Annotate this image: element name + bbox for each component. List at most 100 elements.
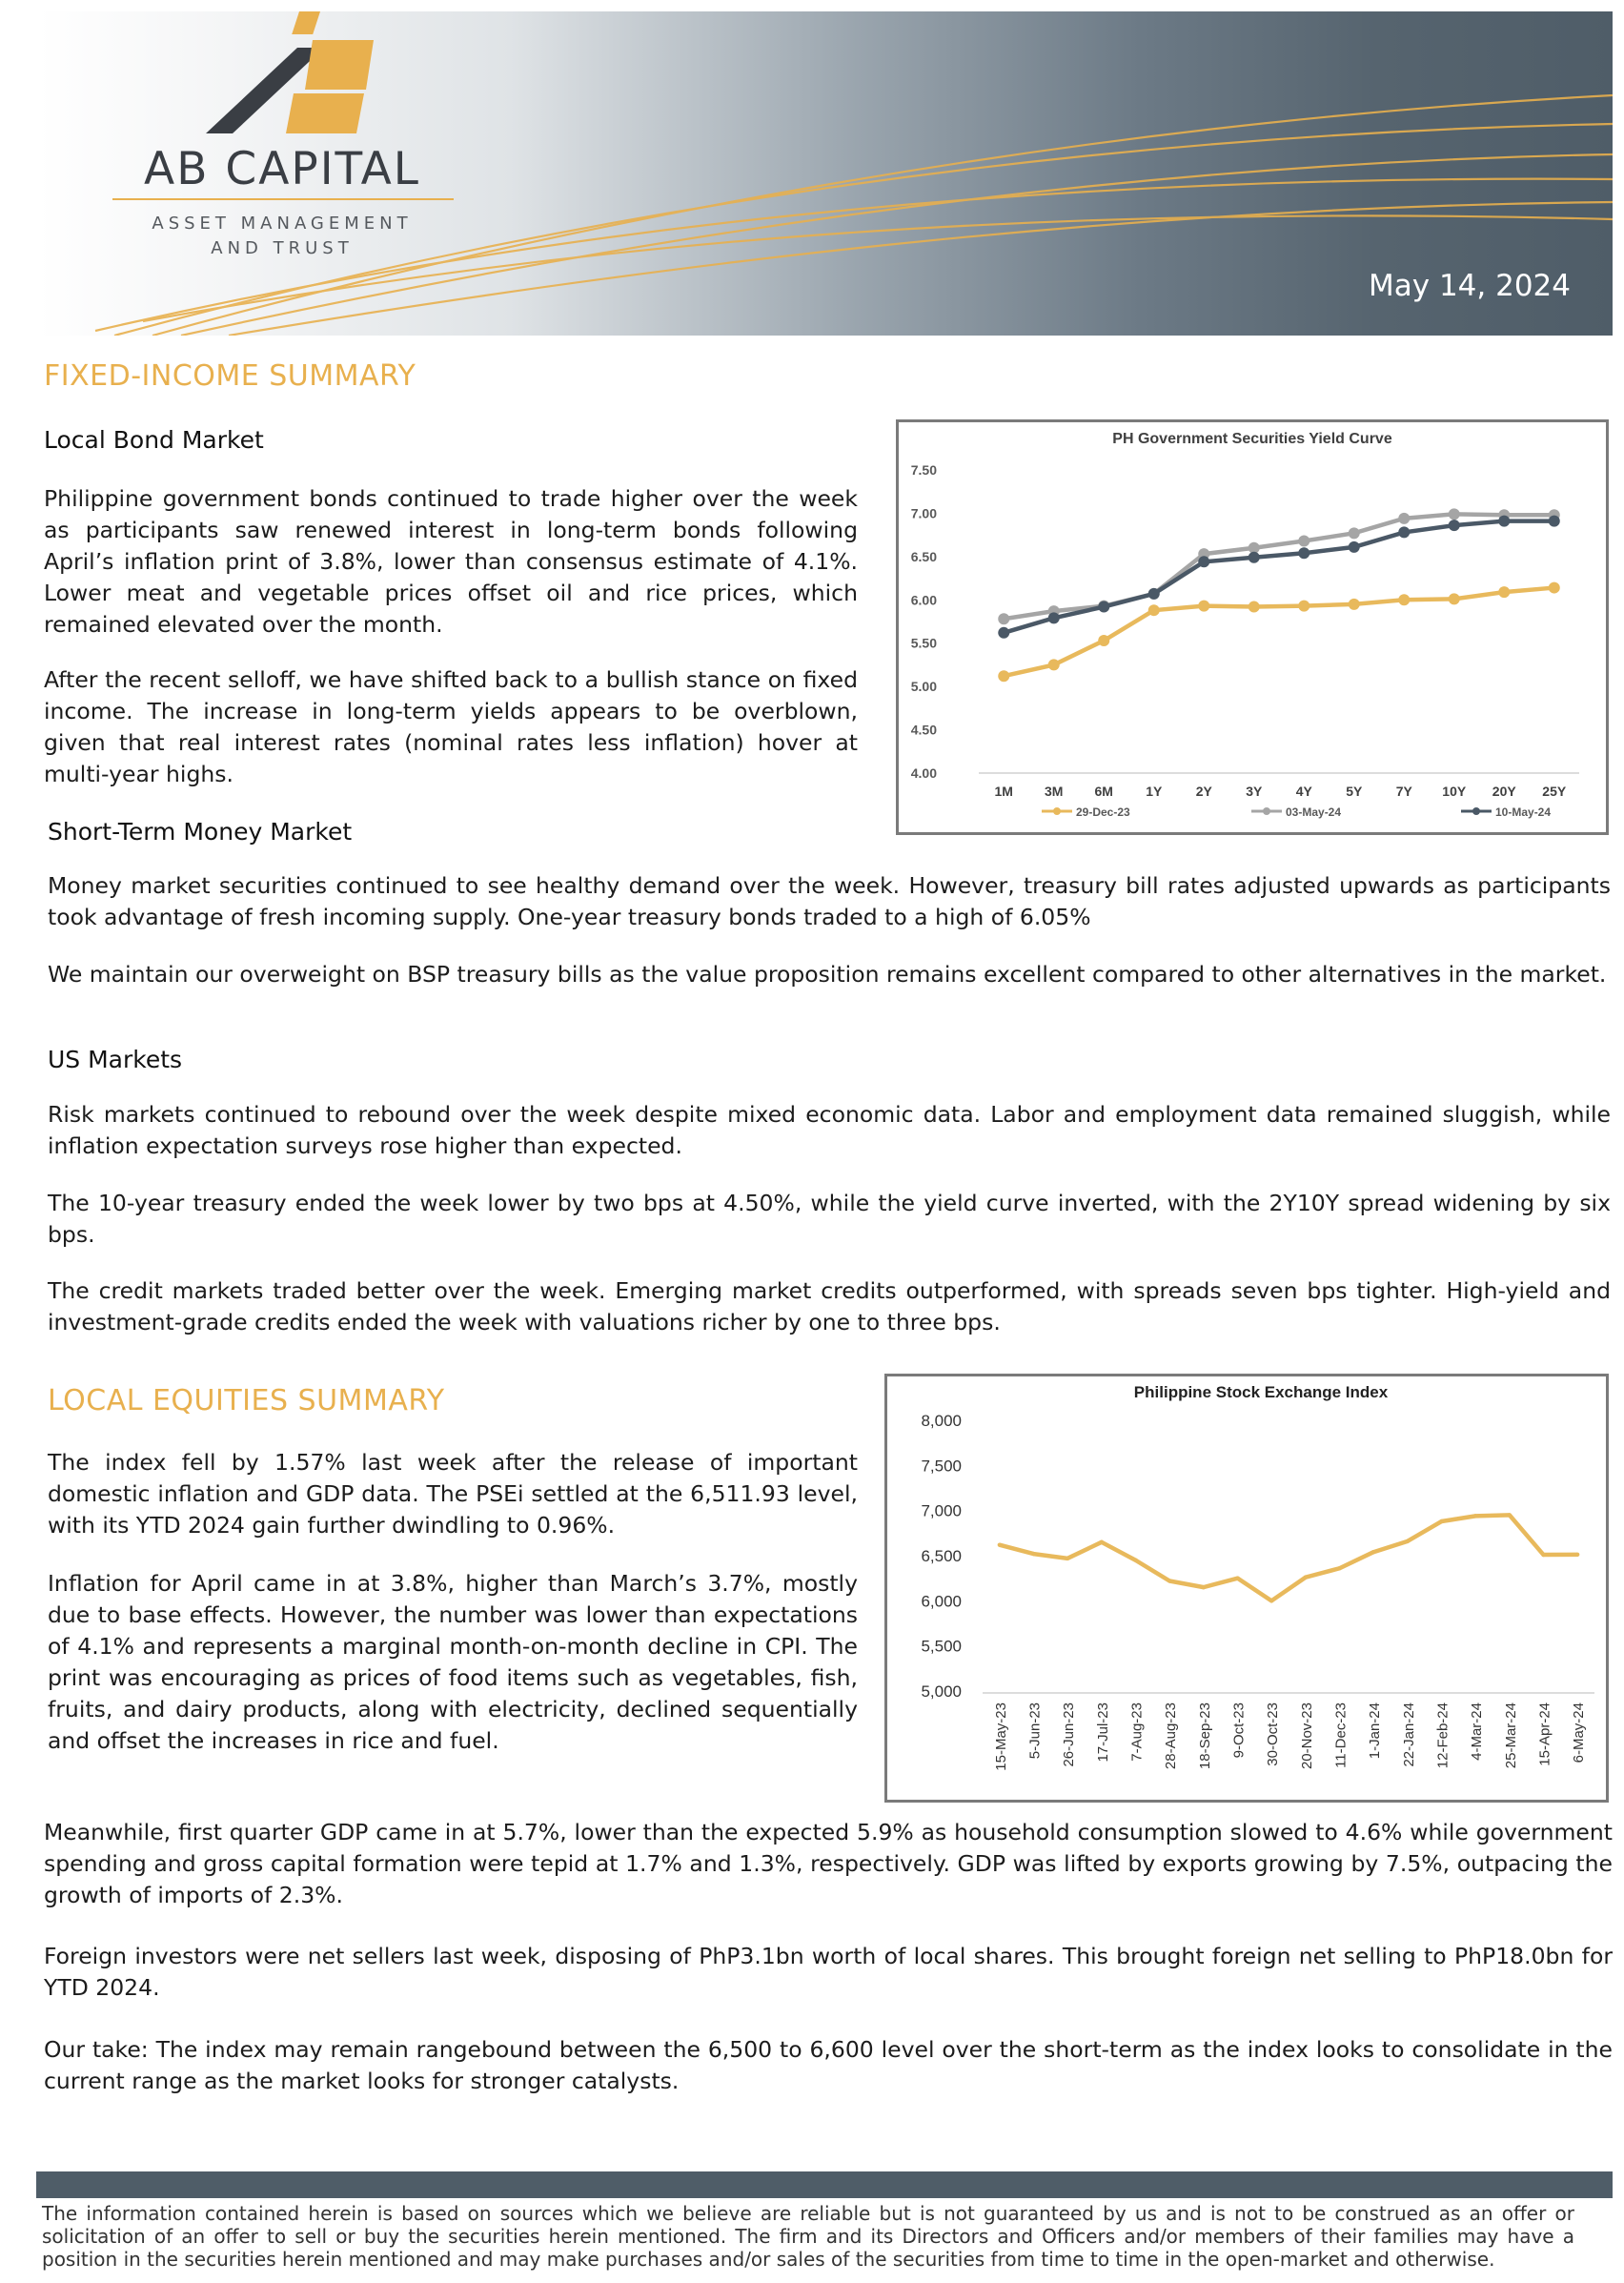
psei-point (1235, 1576, 1240, 1580)
psei-point (1574, 1552, 1580, 1558)
psei-x-tick: 1-Jan-24 (1367, 1702, 1383, 1759)
psei-x-tick: 28-Aug-23 (1163, 1702, 1179, 1769)
yield-point (1548, 515, 1560, 527)
psei-svg: Philippine Stock Exchange Index 5,000 5,5… (921, 1383, 1594, 1771)
yield-y-tick: 7.00 (911, 505, 937, 520)
psei-x-tick: 22-Jan-24 (1401, 1702, 1417, 1767)
yield-x-tick: 20Y (1492, 784, 1517, 799)
psei-x-tick: 4-Mar-24 (1469, 1702, 1485, 1761)
equities-paragraph-3: Meanwhile, first quarter GDP came in at … (44, 1819, 1613, 1908)
psei-point (1201, 1584, 1207, 1590)
yield-legend-marker (1263, 807, 1270, 815)
psei-chart: Philippine Stock Exchange Index 5,000 5,5… (884, 1374, 1609, 1803)
yield-legend-label: 10-May-24 (1495, 805, 1551, 819)
logo-subtitle-line1: ASSET MANAGEMENT (152, 214, 413, 234)
yield-point (998, 670, 1010, 683)
yield-point (1047, 612, 1060, 624)
psei-y-tick: 7,000 (921, 1502, 962, 1520)
psei-x-tick: 11-Dec-23 (1333, 1702, 1350, 1768)
psei-point (997, 1542, 1003, 1547)
yield-y-tick: 4.00 (911, 765, 937, 781)
psei-point (1472, 1514, 1478, 1519)
us-markets-paragraph-2: The 10-year treasury ended the week lowe… (48, 1190, 1611, 1248)
psei-x-tick: 6-May-24 (1571, 1702, 1587, 1763)
yield-x-tick: 6M (1095, 784, 1113, 799)
us-markets-paragraph-3: The credit markets traded better over th… (48, 1277, 1611, 1335)
money-market-paragraph-1: Money market securities continued to see… (48, 872, 1611, 930)
logo-name: AB CAPITAL (144, 143, 420, 195)
psei-y-tick: 5,000 (921, 1682, 962, 1701)
psei-y-tick: 6,000 (921, 1592, 962, 1610)
yield-legend-label: 29-Dec-23 (1076, 805, 1130, 819)
psei-point (1439, 1519, 1444, 1524)
equities-paragraph-5: Our take: The index may remain rangeboun… (44, 2036, 1613, 2094)
psei-x-tick: 25-Mar-24 (1503, 1702, 1519, 1768)
yield-x-tick: 7Y (1396, 784, 1413, 799)
yield-x-tick: 3M (1045, 784, 1063, 799)
psei-x-tick: 18-Sep-23 (1197, 1702, 1213, 1769)
yield-point (1298, 600, 1310, 612)
psei-x-tick: 15-Apr-24 (1537, 1702, 1553, 1766)
psei-point (1065, 1556, 1070, 1561)
equities-paragraph-4: Foreign investors were net sellers last … (44, 1943, 1613, 2001)
yield-point (1498, 515, 1511, 527)
disclaimer: The information contained herein is base… (42, 2202, 1574, 2271)
yield-x-tick: 10Y (1442, 784, 1467, 799)
yield-point (1147, 587, 1160, 600)
header-banner: AB CAPITAL ASSET MANAGEMENT AND TRUST Ma… (38, 11, 1613, 336)
psei-point (1303, 1575, 1309, 1580)
yield-y-tick: 5.00 (911, 679, 937, 694)
yield-x-tick: 1M (995, 784, 1013, 799)
yield-point (1448, 520, 1460, 532)
yield-y-tick: 7.50 (911, 462, 937, 478)
yield-point (1348, 598, 1360, 610)
yield-point (998, 613, 1010, 625)
yield-x-tick: 1Y (1146, 784, 1163, 799)
local-bond-heading: Local Bond Market (44, 426, 264, 454)
yield-point (1047, 659, 1060, 671)
logo-mark (206, 11, 374, 133)
yield-point (1398, 594, 1411, 606)
report-date: May 14, 2024 (1369, 269, 1571, 303)
yield-legend-marker (1053, 807, 1061, 815)
psei-point (1167, 1579, 1172, 1583)
yield-y-tick: 4.50 (911, 723, 937, 738)
yield-curve-chart: PH Government Securities Yield Curve 4.0… (896, 419, 1609, 835)
psei-y-tick: 8,000 (921, 1412, 962, 1430)
psei-x-tick: 5-Jun-23 (1027, 1702, 1044, 1759)
logo-subtitle-line2: AND TRUST (211, 238, 354, 258)
yield-point (1348, 540, 1360, 553)
yield-point (1147, 604, 1160, 617)
yield-series-line (1003, 512, 1554, 622)
psei-point (1337, 1566, 1342, 1571)
local-equities-title: LOCAL EQUITIES SUMMARY (48, 1384, 445, 1417)
yield-x-tick: 4Y (1296, 784, 1313, 799)
yield-point (1448, 508, 1460, 520)
psei-point (1269, 1599, 1274, 1603)
us-markets-heading: US Markets (48, 1046, 183, 1073)
yield-series-line (1003, 519, 1554, 635)
psei-x-tick: 12-Feb-24 (1435, 1702, 1451, 1768)
money-market-paragraph-2: We maintain our overweight on BSP treasu… (48, 961, 1607, 988)
psei-point (1405, 1539, 1411, 1544)
yield-point (1198, 556, 1210, 568)
yield-point (1448, 593, 1460, 605)
yield-point (1248, 551, 1260, 563)
yield-point (1298, 547, 1310, 560)
yield-series-line (1003, 585, 1554, 679)
yield-y-tick: 6.00 (911, 592, 937, 607)
yield-x-tick: 5Y (1346, 784, 1363, 799)
yield-y-tick: 6.50 (911, 549, 937, 564)
yield-point (1498, 586, 1511, 599)
yield-point (1248, 601, 1260, 613)
equities-paragraph-1: The index fell by 1.57% last week after … (48, 1449, 858, 1539)
fixed-income-title: FIXED-INCOME SUMMARY (44, 359, 416, 393)
psei-x-tick: 9-Oct-23 (1231, 1702, 1248, 1758)
psei-point (1099, 1539, 1105, 1544)
psei-x-tick: 17-Jul-23 (1095, 1702, 1111, 1763)
local-bond-paragraph-2: After the recent selloff, we have shifte… (44, 666, 858, 787)
psei-y-tick: 7,500 (921, 1457, 962, 1475)
local-bond-paragraph-1: Philippine government bonds continued to… (44, 485, 858, 638)
psei-x-tick: 26-Jun-23 (1061, 1702, 1077, 1767)
yield-point (1098, 634, 1110, 646)
